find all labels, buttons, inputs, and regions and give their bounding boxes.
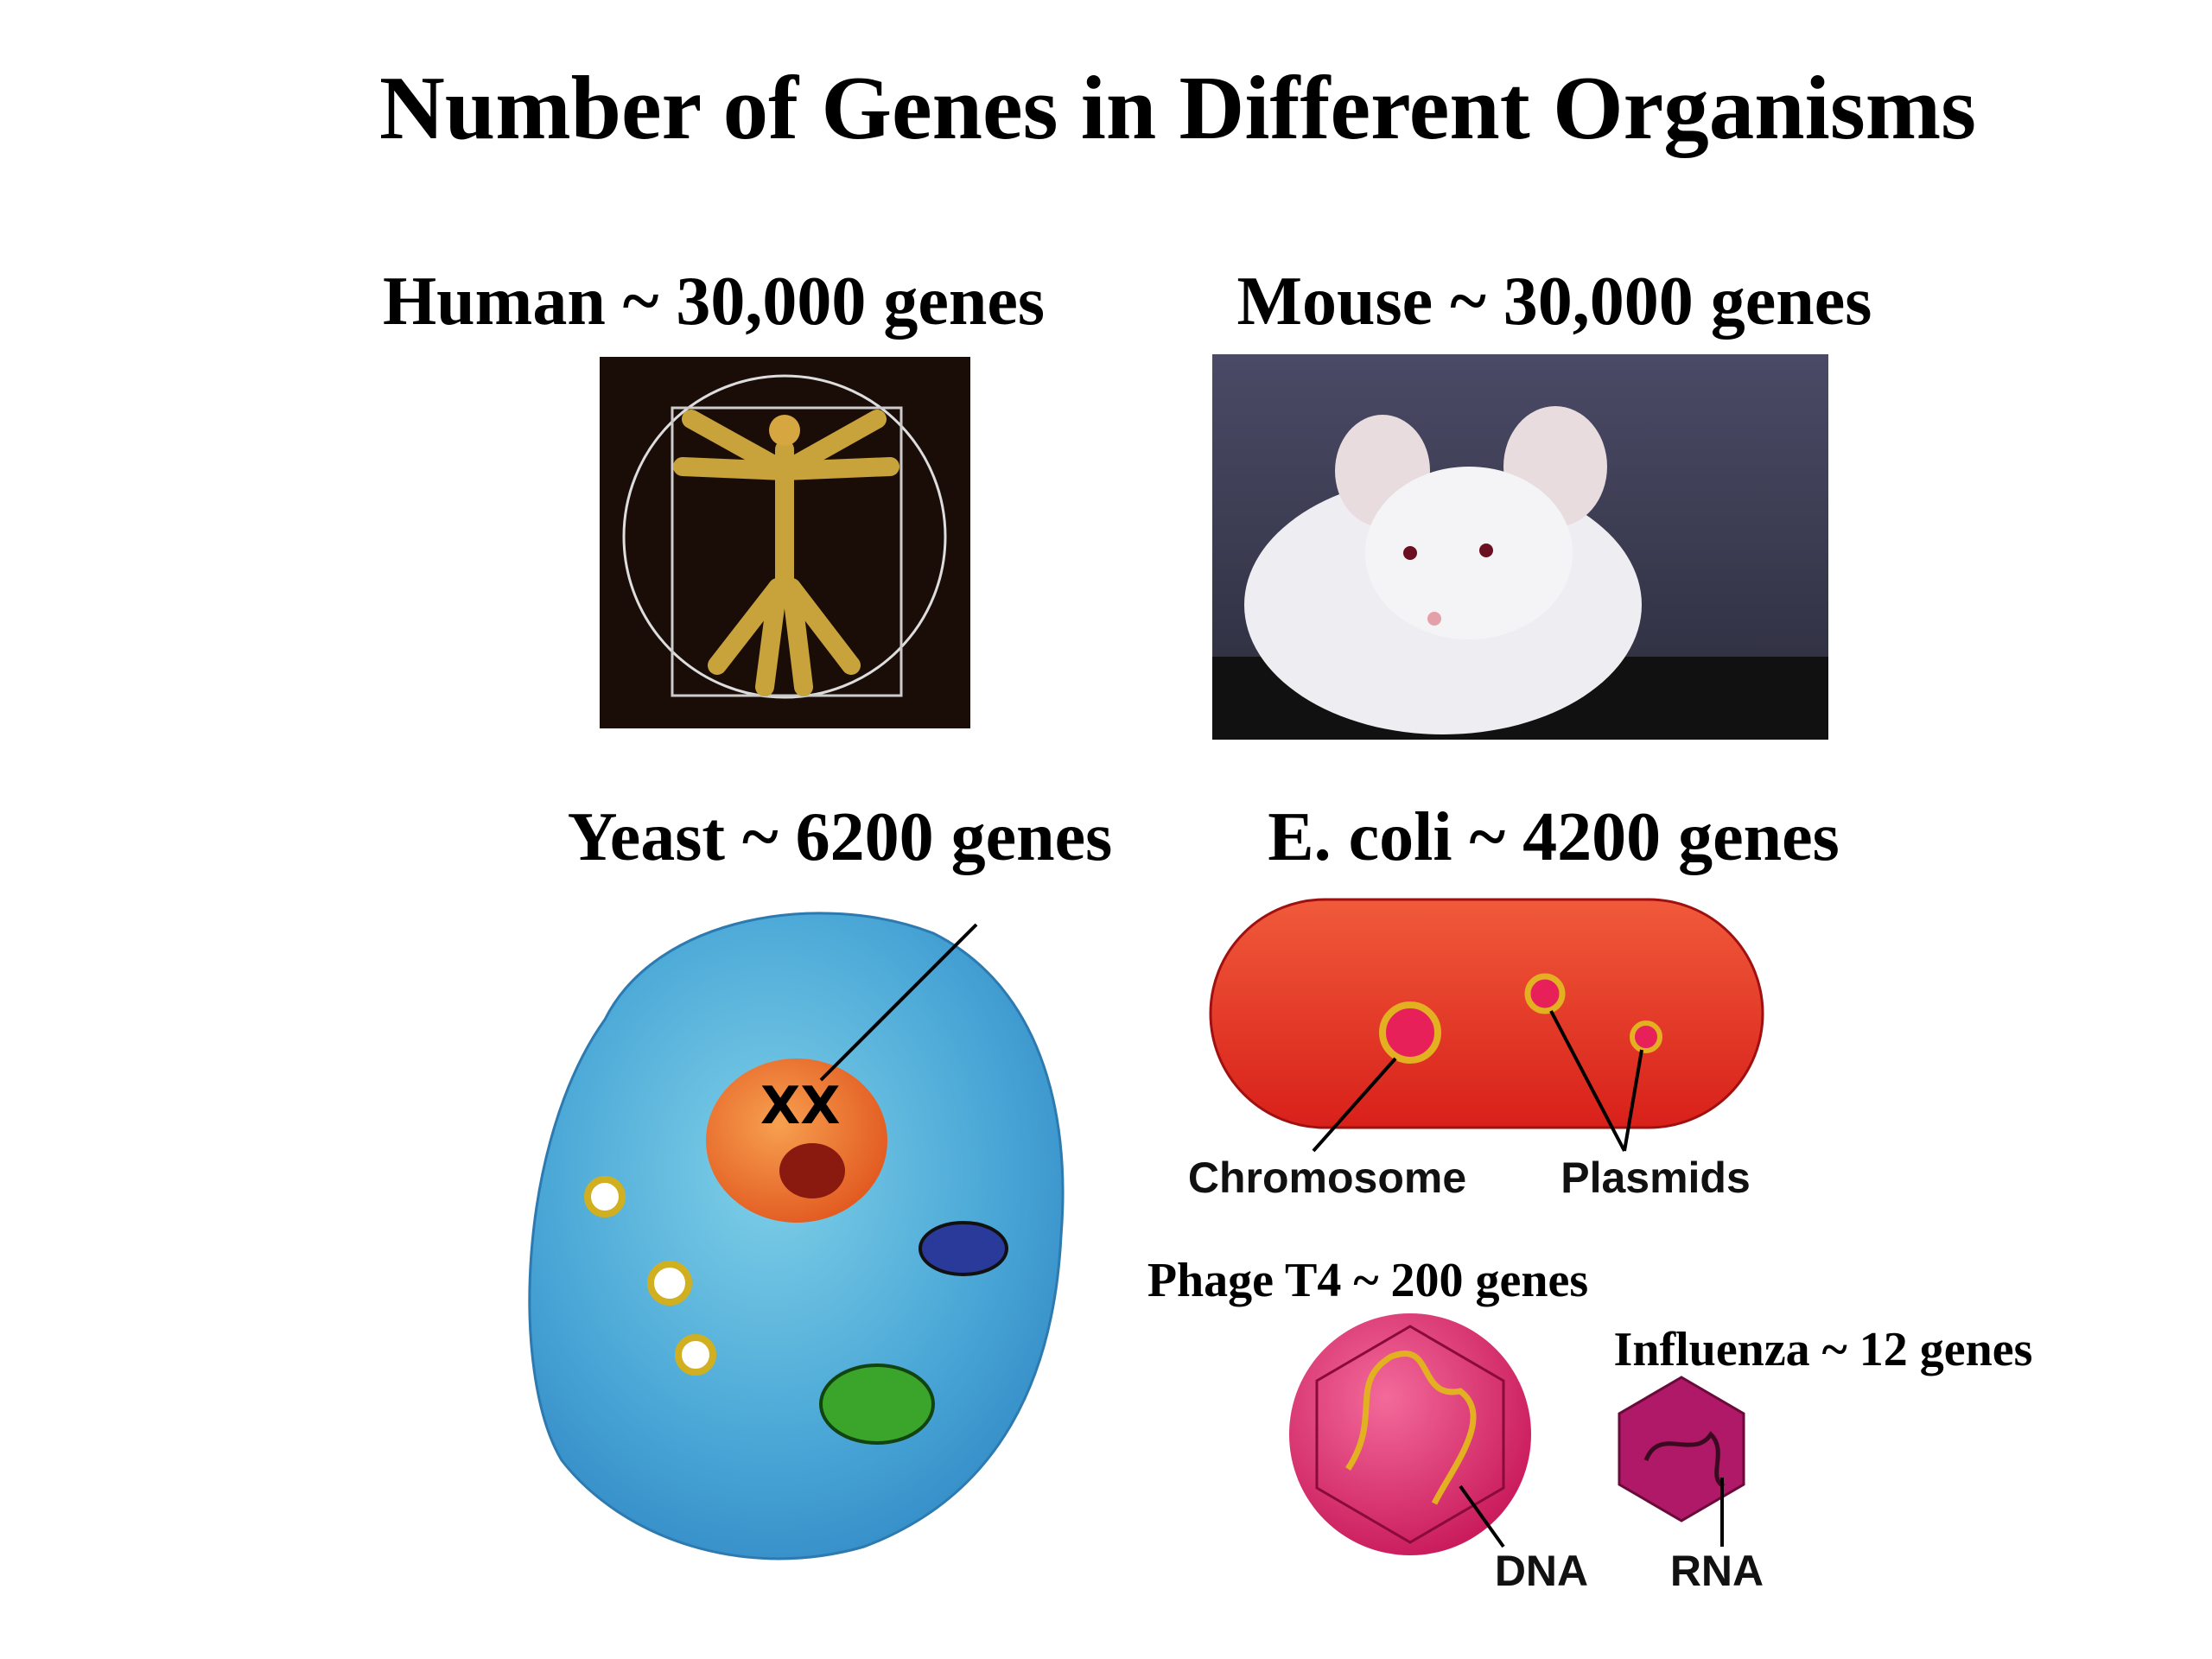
diagram-label: Plasmids — [1560, 1154, 1751, 1202]
organism-label: Influenza ~ 12 genes — [1614, 1323, 2033, 1376]
influenza-image — [1618, 1376, 1745, 1547]
organism-label: E. coli ~ 4200 genes — [1268, 799, 1840, 875]
phage-image — [1289, 1313, 1531, 1555]
yeast-image: XX — [528, 912, 1065, 1560]
human-image — [600, 357, 970, 728]
ecoli-image — [1209, 898, 1764, 1153]
svg-text:XX: XX — [760, 1076, 841, 1136]
slide-title: Number of Genes in Different Organisms — [379, 57, 1976, 158]
organism-label: Mouse ~ 30,000 genes — [1237, 264, 1872, 340]
mouse-image — [1212, 354, 1828, 740]
organism-label: Yeast ~ 6200 genes — [568, 799, 1112, 875]
diagram-label: Chromosome — [1188, 1154, 1466, 1202]
diagram-label: RNA — [1670, 1547, 1764, 1595]
organism-label: Human ~ 30,000 genes — [383, 264, 1045, 340]
diagram-label: DNA — [1495, 1547, 1588, 1595]
organism-label: Phage T4 ~ 200 genes — [1147, 1254, 1588, 1307]
